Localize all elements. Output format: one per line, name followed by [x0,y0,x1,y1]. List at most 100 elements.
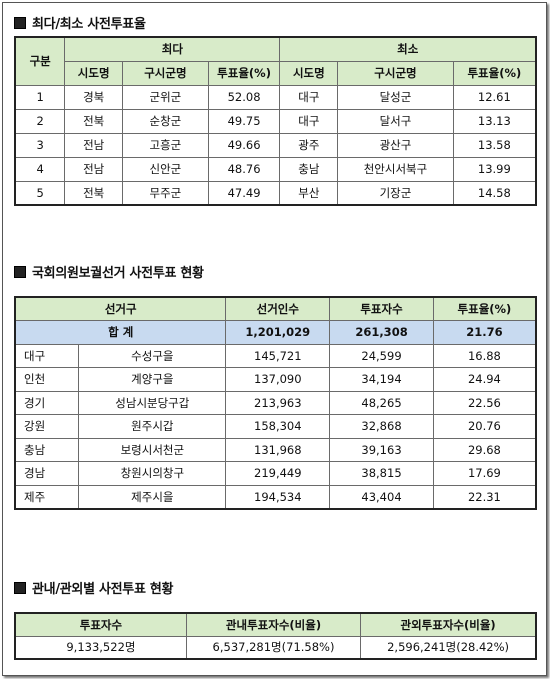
min-rate-cell: 13.58 [452,132,537,158]
table-row: 경기 성남시분당구갑 213,963 48,265 22.56 [14,390,537,415]
min-rate-cell: 13.99 [452,156,537,182]
min-sido-cell: 대구 [279,84,339,110]
header-max-sigungu: 구시군명 [122,60,209,86]
inside-outside-table: 투표자수 관내투표자수(비율) 관외투표자수(비율) 9,133,522명 6,… [14,612,537,660]
district-cell: 제주시을 [78,484,227,509]
section2-heading: 국회의원보궐선거 사전투표 현황 [14,262,204,281]
rank-cell: 1 [14,84,66,110]
bullet-square-icon [14,16,26,29]
table-row: 3 전남 고흥군 49.66 광주 광산구 13.58 [14,132,537,158]
rate-cell: 20.76 [432,414,537,439]
section1-title: 최다/최소 사전투표율 [32,17,146,32]
electors-cell: 131,968 [225,437,331,462]
region-cell: 경기 [14,390,80,415]
min-sigungu-cell: 광산구 [337,132,454,158]
district-cell: 보령시서천군 [78,437,227,462]
electors-cell: 213,963 [225,390,331,415]
max-rate-cell: 49.66 [207,132,281,158]
electors-cell: 137,090 [225,367,331,392]
total-voters: 261,308 [329,320,434,345]
electors-cell: 194,534 [225,484,331,509]
max-sigungu-cell: 무주군 [122,180,209,206]
max-sigungu-cell: 군위군 [122,84,209,110]
inside-cell: 6,537,281명(71.58%) [185,635,362,660]
table-row: 5 전북 무주군 47.49 부산 기장군 14.58 [14,180,537,206]
header-group-max: 최다 [64,36,281,62]
max-sigungu-cell: 순창군 [122,108,209,134]
electors-cell: 158,304 [225,414,331,439]
section3-title: 관내/관외별 사전투표 현황 [32,582,174,597]
table-header-row: 구분 최다 최소 [14,36,537,86]
max-rate-cell: 48.76 [207,156,281,182]
rate-cell: 22.31 [432,484,537,509]
table-row: 2 전북 순창군 49.75 대구 달서구 13.13 [14,108,537,134]
max-rate-cell: 49.75 [207,108,281,134]
header-min-sido: 시도명 [279,60,339,86]
table-row: 제주 제주시을 194,534 43,404 22.31 [14,484,537,509]
header-electors: 선거인수 [225,296,331,321]
table-row: 1 경북 군위군 52.08 대구 달성군 12.61 [14,84,537,110]
rate-cell: 16.88 [432,343,537,368]
header-district: 선거구 [14,296,227,321]
min-sigungu-cell: 기장군 [337,180,454,206]
region-cell: 제주 [14,484,80,509]
table-row: 충남 보령시서천군 131,968 39,163 29.68 [14,437,537,462]
section2-title: 국회의원보궐선거 사전투표 현황 [32,266,204,281]
table-row: 대구 수성구을 145,721 24,599 16.88 [14,343,537,368]
district-cell: 수성구을 [78,343,227,368]
rank-cell: 2 [14,108,66,134]
rank-cell: 3 [14,132,66,158]
header-voters: 투표자수 [14,612,187,637]
total-rate: 21.76 [432,320,537,345]
district-cell: 창원시의창구 [78,461,227,486]
section1-heading: 최다/최소 사전투표율 [14,13,146,32]
header-max-rate: 투표율(%) [207,60,281,86]
voters-cell: 43,404 [329,484,434,509]
max-sido-cell: 전북 [64,180,124,206]
max-rate-cell: 52.08 [207,84,281,110]
section3-heading: 관내/관외별 사전투표 현황 [14,578,173,597]
max-rate-cell: 47.49 [207,180,281,206]
max-sido-cell: 전북 [64,108,124,134]
voters-cell: 48,265 [329,390,434,415]
table-header-row: 선거구 선거인수 투표자수 투표율(%) [14,296,537,321]
header-inside: 관내투표자수(비율) [185,612,362,637]
total-electors: 1,201,029 [225,320,331,345]
rate-cell: 24.94 [432,367,537,392]
table-row: 경남 창원시의창구 219,449 38,815 17.69 [14,461,537,486]
min-sido-cell: 대구 [279,108,339,134]
max-sido-cell: 전남 [64,132,124,158]
voters-cell: 24,599 [329,343,434,368]
header-min-sigungu: 구시군명 [337,60,454,86]
voters-cell: 38,815 [329,461,434,486]
rate-cell: 22.56 [432,390,537,415]
min-rate-cell: 13.13 [452,108,537,134]
max-sigungu-cell: 신안군 [122,156,209,182]
header-rate: 투표율(%) [432,296,537,321]
header-outside: 관외투표자수(비율) [360,612,537,637]
max-sido-cell: 경북 [64,84,124,110]
voters-cell: 34,194 [329,367,434,392]
table-row: 4 전남 신안군 48.76 충남 천안시서북구 13.99 [14,156,537,182]
region-cell: 대구 [14,343,80,368]
table-row: 강원 원주시갑 158,304 32,868 20.76 [14,414,537,439]
rate-cell: 29.68 [432,437,537,462]
header-min-rate: 투표율(%) [452,60,537,86]
total-row: 합 계 1,201,029 261,308 21.76 [14,320,537,345]
voters-cell: 9,133,522명 [14,635,187,660]
rate-cell: 17.69 [432,461,537,486]
region-cell: 경남 [14,461,80,486]
total-label: 합 계 [14,320,227,345]
voters-cell: 39,163 [329,437,434,462]
min-sigungu-cell: 달성군 [337,84,454,110]
min-sido-cell: 부산 [279,180,339,206]
header-voters: 투표자수 [329,296,434,321]
max-min-turnout-table: 구분 최다 최소 시도명 구시군명 투표율(%) 시도명 구시군명 투표율(%)… [14,36,537,206]
max-sido-cell: 전남 [64,156,124,182]
electors-cell: 219,449 [225,461,331,486]
min-sigungu-cell: 달서구 [337,108,454,134]
electors-cell: 145,721 [225,343,331,368]
header-max-sido: 시도명 [64,60,124,86]
table-header-row: 투표자수 관내투표자수(비율) 관외투표자수(비율) [14,612,537,637]
bullet-square-icon [14,581,26,594]
